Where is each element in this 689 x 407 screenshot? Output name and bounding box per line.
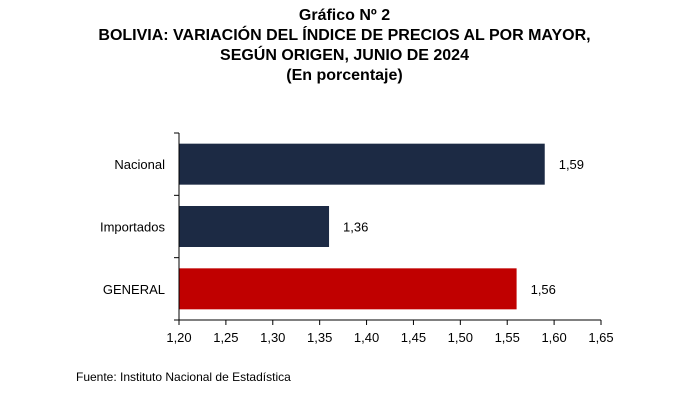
bar [179,206,330,247]
category-label: GENERAL [103,282,165,297]
x-tick-label: 1,50 [448,330,473,345]
chart-title-block: Gráfico Nº 2 BOLIVIA: VARIACIÓN DEL ÍNDI… [0,6,689,86]
x-tick-label: 1,25 [213,330,238,345]
bar [179,268,517,310]
data-label: 1,56 [531,282,556,297]
x-tick-label: 1,65 [588,330,613,345]
x-tick-label: 1,20 [166,330,191,345]
x-tick-label: 1,35 [307,330,332,345]
category-label: Importados [100,220,166,235]
data-label: 1,59 [559,157,584,172]
category-label: Nacional [114,157,165,172]
x-tick-label: 1,55 [495,330,520,345]
x-tick-label: 1,40 [354,330,379,345]
source-note: Fuente: Instituto Nacional de Estadístic… [76,370,291,384]
chart-unit: (En porcentaje) [286,67,403,84]
data-label: 1,36 [343,220,368,235]
chart-title: Gráfico Nº 2 [298,7,391,24]
chart-subtitle: BOLIVIA: VARIACIÓN DEL ÍNDICE DE PRECIOS… [98,27,591,44]
chart-subtitle-2: SEGÚN ORIGEN, JUNIO DE 2024 [220,47,469,64]
x-tick-label: 1,30 [260,330,285,345]
x-tick-label: 1,45 [401,330,426,345]
bar [179,143,545,185]
x-tick-label: 1,60 [541,330,566,345]
